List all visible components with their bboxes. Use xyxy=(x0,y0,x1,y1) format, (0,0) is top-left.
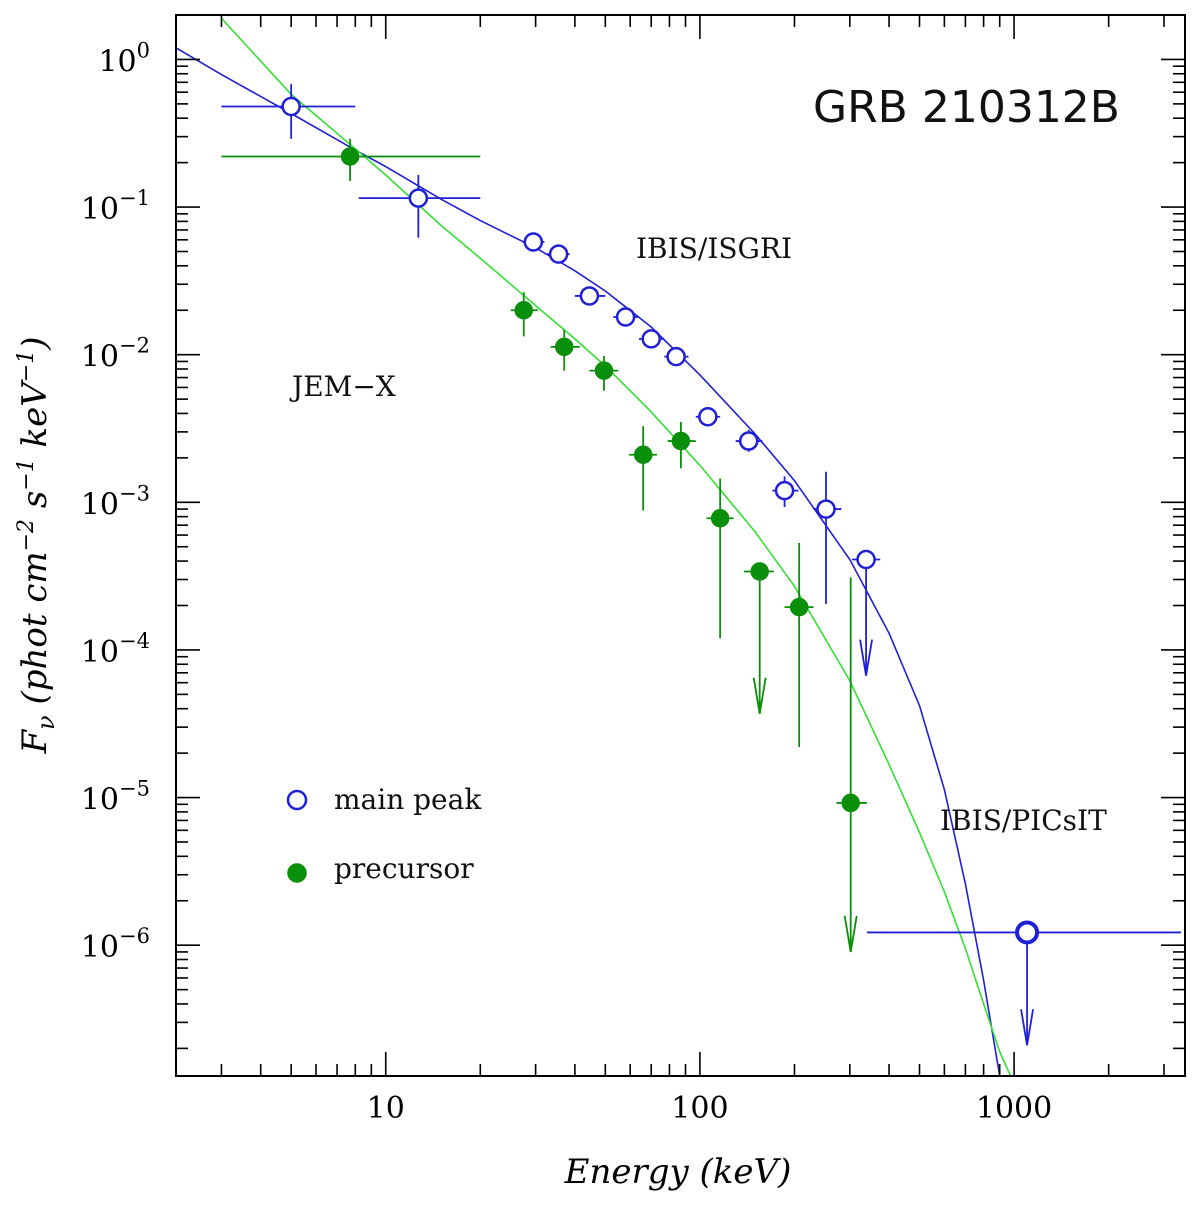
annotation-jemx: JEM−X xyxy=(289,370,396,403)
y-tick-label: 100 xyxy=(98,38,150,79)
precursor-point xyxy=(710,508,730,528)
main-peak-upper-limit-arrow-head xyxy=(859,639,873,676)
main-peak-series xyxy=(221,84,1182,1046)
precursor-point xyxy=(514,301,534,320)
y-tick-label: 10−5 xyxy=(81,777,150,818)
y-axis-label: Fν (phot cm−2 s−1 keV−1) xyxy=(14,336,60,754)
main-peak-upper-limit-point xyxy=(1015,920,1040,945)
fit-curve-precursor xyxy=(220,17,1012,1076)
main-peak-point xyxy=(548,244,569,264)
fit-curves xyxy=(176,17,1012,1076)
y-tick-label: 10−2 xyxy=(81,334,150,375)
main-peak-point xyxy=(523,232,544,252)
x-tick-label: 10 xyxy=(367,1091,405,1126)
precursor-series xyxy=(221,138,867,953)
main-peak-point xyxy=(579,286,600,306)
main-peak-point xyxy=(615,307,636,327)
legend-filled-circle-marker xyxy=(287,863,307,883)
main-peak-point xyxy=(281,96,301,117)
precursor-point xyxy=(789,597,809,617)
y-tick-label: 10−4 xyxy=(81,629,150,670)
x-axis-label: Energy (keV) xyxy=(564,1152,792,1192)
y-tick-label: 10−1 xyxy=(81,186,150,227)
main-peak-point xyxy=(816,499,836,519)
annotation-isgri: IBIS/ISGRI xyxy=(636,232,792,265)
main-peak-point xyxy=(666,346,686,367)
axis-ticks: 10 100 1000 100 10−1 10−2 10−3 10−4 10−5 10−6 xyxy=(81,14,1185,1126)
legend-label-main-peak: main peak xyxy=(334,783,482,816)
annotation-picsit: IBIS/PICsIT xyxy=(940,804,1107,837)
legend-label-precursor: precursor xyxy=(334,852,474,885)
x-tick-label: 100 xyxy=(671,1091,728,1126)
precursor-point xyxy=(594,361,614,380)
main-peak-point xyxy=(641,329,661,349)
y-tick-label: 10−3 xyxy=(81,481,150,522)
data-points xyxy=(221,84,1182,1046)
chart-title: GRB 210312B xyxy=(813,82,1120,133)
main-peak-upper-limit-point xyxy=(856,549,876,570)
precursor-upper-limit-point xyxy=(841,793,860,813)
precursor-upper-limit-point xyxy=(750,562,769,581)
precursor-upper-limit-arrow-head xyxy=(752,677,767,714)
legend-open-circle-marker xyxy=(286,789,308,811)
plot-frame xyxy=(175,14,1186,1077)
main-peak-point xyxy=(698,406,718,427)
fit-curve-main-peak xyxy=(176,47,1001,1076)
y-tick-label: 10−6 xyxy=(81,924,150,965)
main-peak-point xyxy=(738,431,759,451)
legend: main peak precursor xyxy=(286,783,482,885)
precursor-point xyxy=(633,445,653,464)
main-peak-upper-limit-arrow-head xyxy=(1020,1009,1034,1046)
x-tick-label: 1000 xyxy=(976,1091,1052,1126)
precursor-upper-limit-arrow-head xyxy=(843,915,858,953)
precursor-point xyxy=(671,431,691,451)
precursor-point xyxy=(554,337,574,357)
main-peak-point xyxy=(774,480,795,501)
precursor-point xyxy=(340,147,360,166)
main-peak-point xyxy=(408,188,429,208)
